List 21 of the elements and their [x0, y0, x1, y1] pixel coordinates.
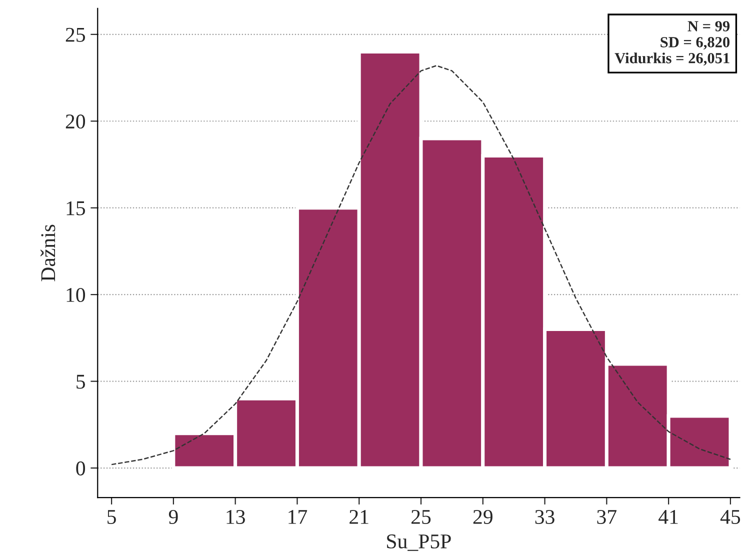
x-tick-label: 45 — [720, 510, 740, 524]
y-tick-label: 0 — [76, 461, 86, 476]
x-tick-label: 5 — [108, 510, 116, 524]
annotation: N = 99 SD = 6,820 Vidurkis = 26,051 — [614, 21, 730, 66]
y-axis-title: Dažnis — [40, 224, 56, 282]
x-tick-label: 17 — [288, 510, 308, 524]
x-tick-label: 13 — [226, 510, 245, 524]
y-tick-label: 25 — [66, 28, 86, 42]
x-tick-label: 21 — [350, 510, 368, 524]
x-tick-label: 41 — [658, 510, 678, 524]
x-tick-label: 25 — [412, 510, 431, 524]
x-tick-label: 33 — [535, 510, 554, 524]
x-axis-title: Su_P5P — [387, 534, 451, 551]
x-tick-label: 37 — [597, 510, 616, 524]
line-series — [110, 65, 732, 466]
y-tick-label: 5 — [76, 374, 86, 389]
x-tick-label: 29 — [473, 510, 492, 524]
y-tick-label: 10 — [66, 288, 86, 302]
y-tick-label: 15 — [66, 201, 86, 216]
x-tick-label: 9 — [168, 510, 178, 524]
y-tick-label: 20 — [66, 114, 86, 129]
